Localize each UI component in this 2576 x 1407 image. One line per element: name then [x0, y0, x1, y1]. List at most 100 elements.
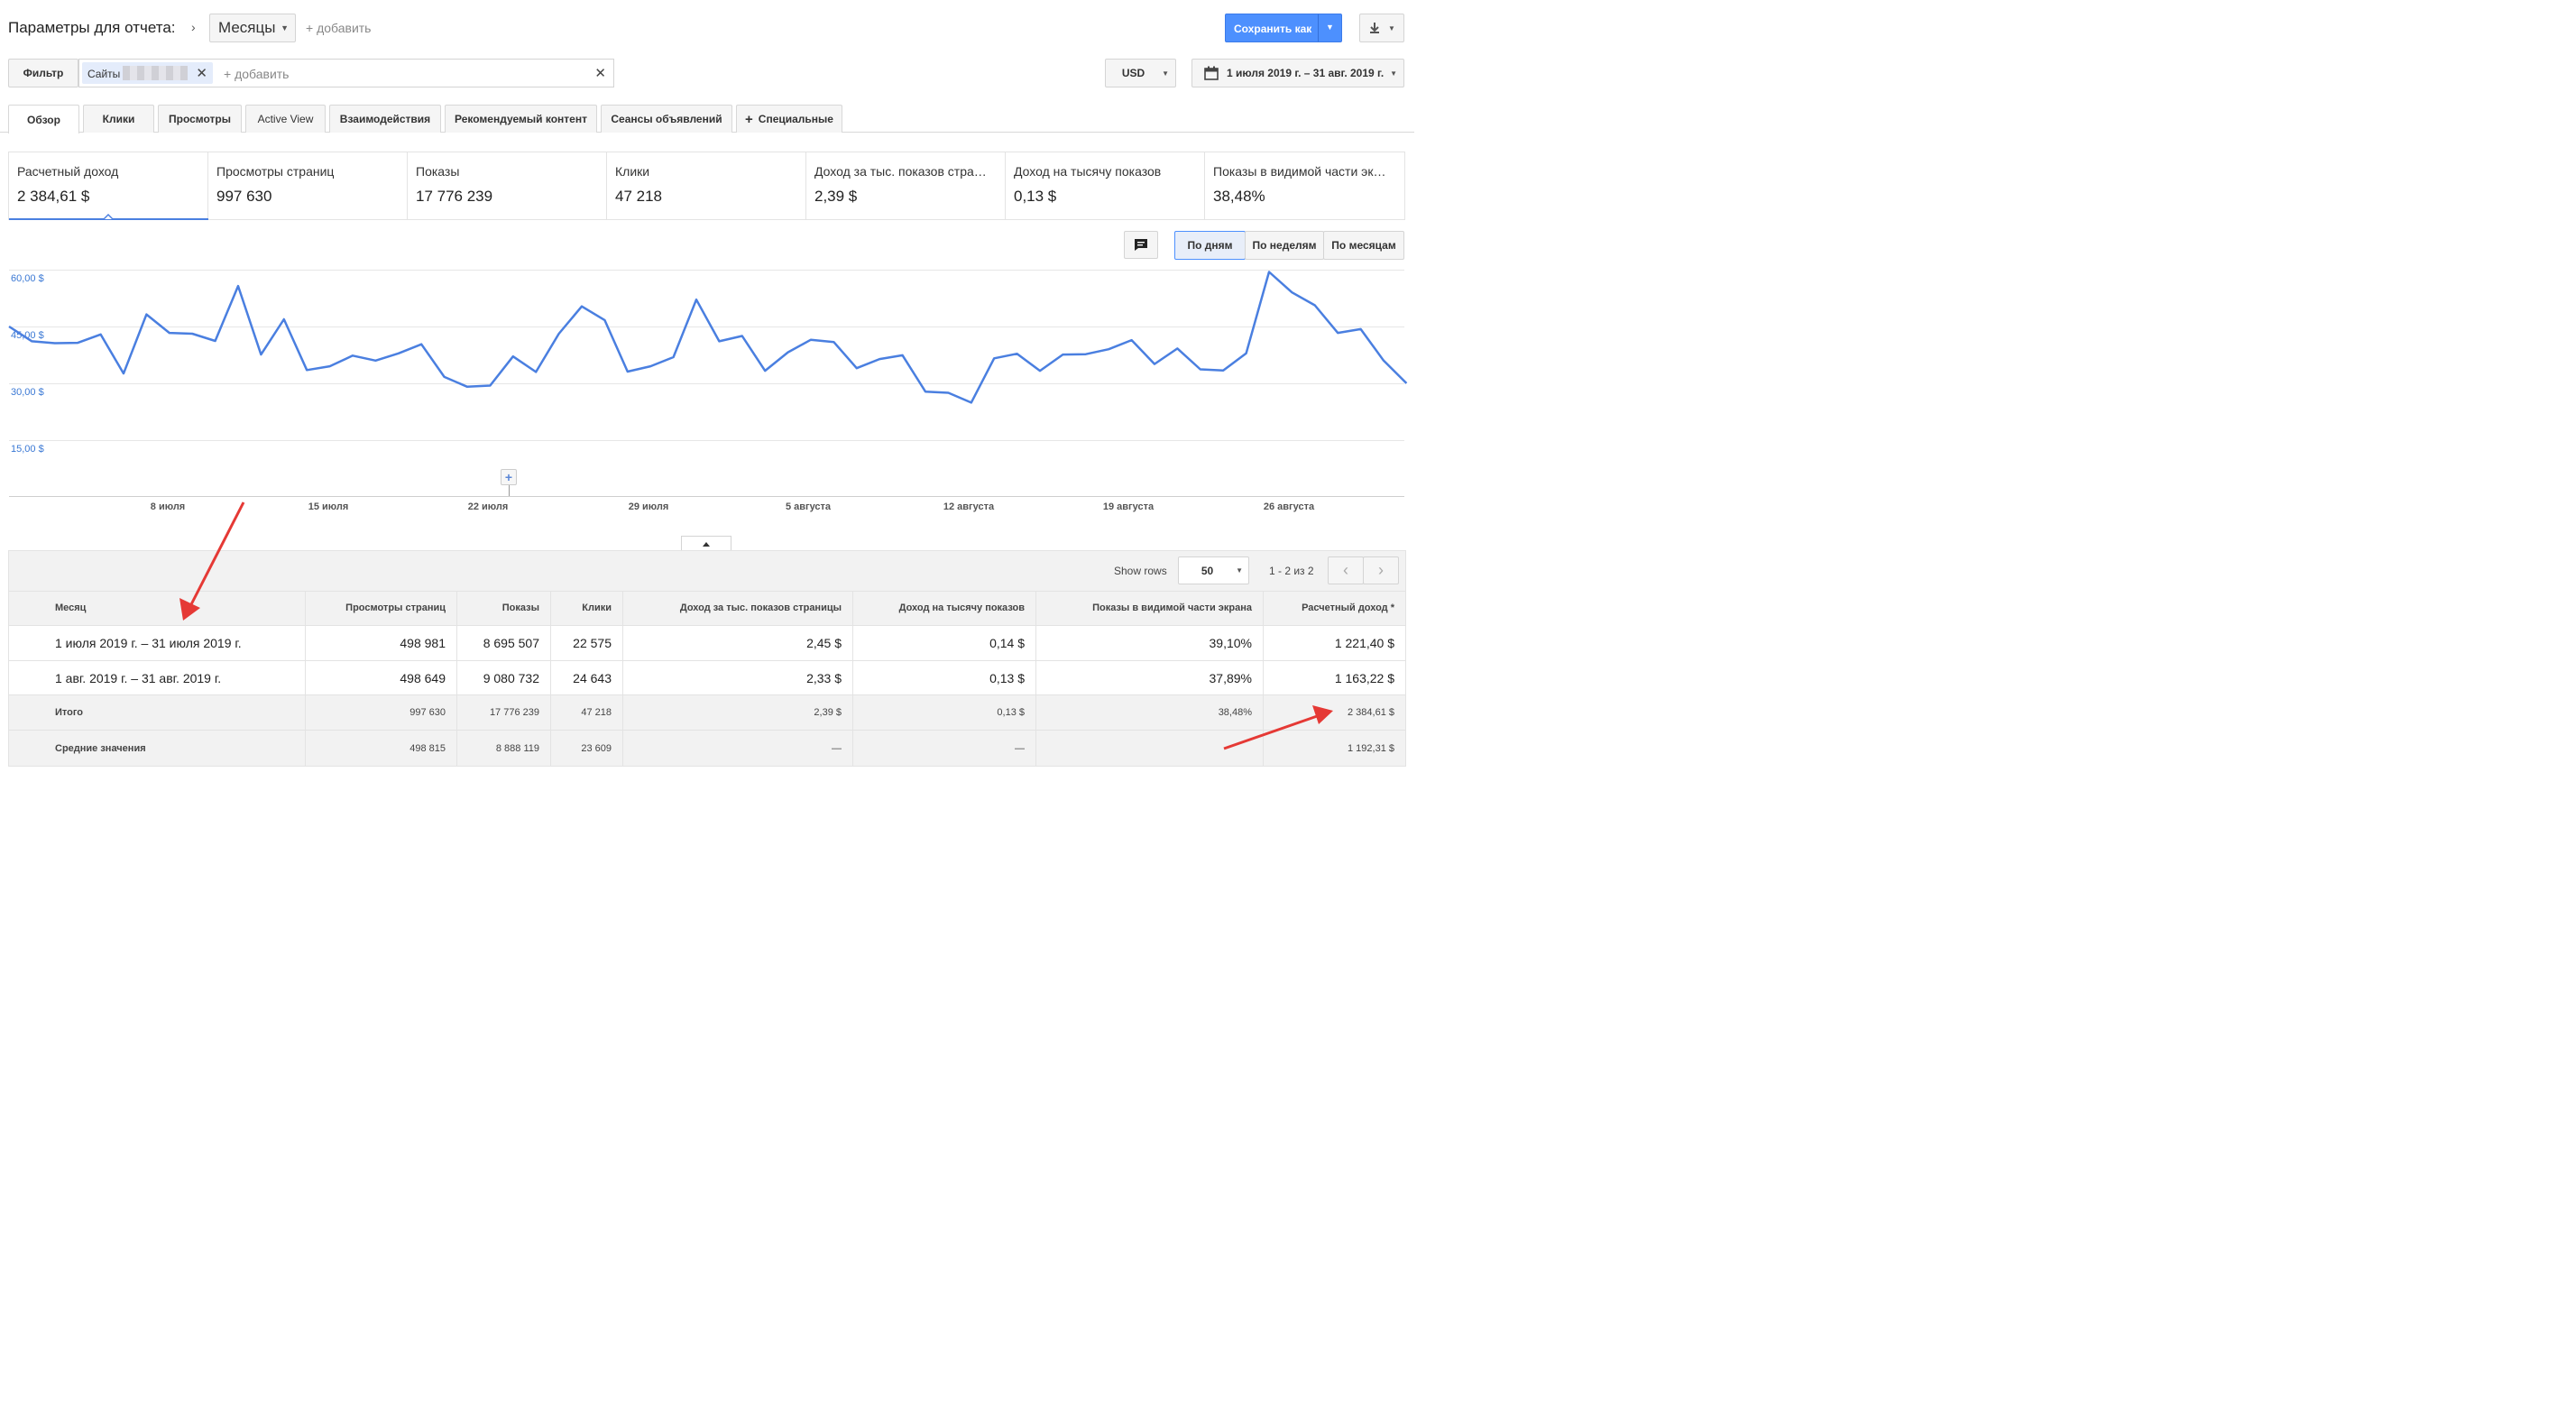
tab-custom-label: Специальные — [758, 113, 833, 125]
x-tick-label: 26 августа — [1263, 501, 1315, 512]
col-header-clicks[interactable]: Клики — [582, 602, 612, 613]
y-tick-label: 15,00 $ — [11, 444, 44, 455]
x-tick-label: 22 июля — [467, 501, 509, 512]
col-header-viewability[interactable]: Показы в видимой части экрана — [1092, 602, 1252, 613]
caret-up-icon — [703, 541, 710, 547]
cell-impressions: 8 888 119 — [495, 742, 539, 754]
col-header-estimated-earnings[interactable]: Расчетный доход * — [1302, 602, 1394, 613]
column-divider — [456, 591, 457, 766]
kpi-label: Показы — [416, 164, 460, 179]
dimension-label: Месяцы — [218, 19, 276, 36]
kpi-estimated-earnings[interactable]: Расчетный доход 2 384,61 $ — [9, 152, 208, 220]
close-icon[interactable]: ✕ — [196, 66, 207, 81]
cell-total-label: Итого — [55, 707, 84, 718]
col-header-impression-rpm[interactable]: Доход на тысячу показов — [898, 602, 1025, 613]
tab-interactions[interactable]: Взаимодействия — [329, 105, 441, 133]
save-as-button[interactable]: Сохранить как ▼ — [1225, 14, 1342, 42]
kpi-label: Клики — [615, 164, 650, 179]
col-header-month[interactable]: Месяц — [55, 602, 87, 613]
chart-x-axis — [9, 496, 1404, 497]
date-range-label: 1 июля 2019 г. – 31 авг. 2019 г. — [1227, 67, 1385, 79]
calendar-icon — [1204, 66, 1219, 80]
add-dimension-link[interactable]: + добавить — [306, 21, 372, 35]
caret-down-icon: ▼ — [1390, 69, 1397, 78]
table-row[interactable]: 1 июля 2019 г. – 31 июля 2019 г. 498 981… — [9, 625, 1405, 660]
currency-dropdown[interactable]: USD ▼ — [1105, 59, 1176, 87]
kpi-value: 47 218 — [615, 188, 662, 205]
filter-chip-label: Сайты — [87, 68, 121, 80]
filter-bar[interactable]: Сайты ✕ + добавить ✕ — [78, 59, 614, 87]
caret-up-inner — [105, 216, 112, 219]
kpi-selected-underline — [9, 218, 208, 220]
rows-per-page-dropdown[interactable]: 50 ▼ — [1178, 556, 1249, 584]
x-tick-label: 8 июля — [150, 501, 186, 512]
column-divider — [1035, 591, 1036, 766]
column-divider — [1263, 591, 1264, 766]
next-page-button[interactable]: › — [1363, 556, 1399, 584]
filter-chip[interactable]: Сайты ✕ — [82, 62, 213, 84]
caret-down-icon: ▼ — [281, 23, 289, 32]
show-rows-label: Show rows — [1114, 565, 1167, 577]
col-header-page-rpm[interactable]: Доход за тыс. показов страницы — [679, 602, 842, 613]
page-title: Параметры для отчета: — [8, 19, 176, 36]
collapse-chart-toggle[interactable] — [681, 536, 731, 551]
annotation-arrows — [179, 501, 1333, 750]
kpi-impressions[interactable]: Показы 17 776 239 — [408, 152, 607, 219]
granularity-day-button[interactable]: По дням — [1174, 231, 1246, 260]
download-button[interactable]: ▼ — [1359, 14, 1404, 42]
tab-recommended-content[interactable]: Рекомендуемый контент — [445, 105, 597, 133]
kpi-value: 2 384,61 $ — [17, 188, 90, 205]
cell-page-views: 498 815 — [409, 742, 446, 754]
tab-custom[interactable]: + Специальные — [736, 105, 842, 133]
cell-impressions: 9 080 732 — [483, 670, 539, 685]
table-average-row: Средние значения 498 815 8 888 119 23 60… — [9, 730, 1405, 766]
chevron-left-icon: ‹ — [1343, 561, 1348, 579]
y-tick-label: 60,00 $ — [11, 273, 44, 284]
earnings-line-chart[interactable] — [0, 0, 1414, 541]
caret-down-icon: ▼ — [1236, 566, 1243, 575]
table-toolbar — [9, 551, 1405, 591]
annotation-button[interactable] — [1124, 231, 1158, 259]
col-header-impressions[interactable]: Показы — [501, 602, 539, 613]
blurred-value — [123, 66, 188, 80]
dimension-dropdown[interactable]: Месяцы ▼ — [209, 14, 296, 42]
kpi-impression-rpm[interactable]: Доход на тысячу показов 0,13 $ — [1006, 152, 1205, 219]
caret-down-icon: ▼ — [1388, 23, 1395, 32]
chevron-right-icon: › — [1378, 561, 1384, 579]
cell-impressions: 8 695 507 — [483, 636, 539, 650]
granularity-month-button[interactable]: По месяцам — [1323, 231, 1404, 260]
chart-gridline — [9, 326, 1404, 327]
kpi-page-views[interactable]: Просмотры страниц 997 630 — [208, 152, 408, 219]
cell-page-rpm: 2,39 $ — [814, 707, 842, 718]
tab-views[interactable]: Просмотры — [158, 105, 242, 133]
cell-clicks: 23 609 — [581, 742, 612, 754]
y-tick-label: 30,00 $ — [11, 387, 44, 398]
kpi-strip — [8, 152, 1405, 220]
clear-filter-icon[interactable]: ✕ — [594, 66, 606, 81]
tab-clicks[interactable]: Клики — [83, 105, 154, 133]
kpi-active-view-viewable[interactable]: Показы в видимой части эк… 38,48% — [1205, 152, 1404, 219]
kpi-label: Доход на тысячу показов — [1014, 164, 1162, 179]
pagination-label: 1 - 2 из 2 — [1269, 565, 1314, 577]
date-range-picker[interactable]: 1 июля 2019 г. – 31 авг. 2019 г. ▼ — [1191, 59, 1404, 87]
x-tick-label: 29 июля — [628, 501, 669, 512]
table-row[interactable]: 1 авг. 2019 г. – 31 авг. 2019 г. 498 649… — [9, 660, 1405, 694]
caret-down-icon[interactable]: ▼ — [1326, 23, 1334, 32]
add-annotation-button[interactable]: + — [501, 469, 517, 485]
kpi-page-rpm[interactable]: Доход за тыс. показов стра… 2,39 $ — [806, 152, 1006, 219]
col-header-page-views[interactable]: Просмотры страниц — [345, 602, 446, 613]
tab-ad-sessions[interactable]: Сеансы объявлений — [601, 105, 732, 133]
cell-impression-rpm: — — [1015, 742, 1025, 754]
tab-overview[interactable]: Обзор — [8, 105, 79, 133]
x-tick-label: 5 августа — [785, 501, 832, 512]
kpi-value: 0,13 $ — [1014, 188, 1057, 205]
filter-button[interactable]: Фильтр — [8, 59, 78, 87]
cell-page-rpm: 2,33 $ — [806, 670, 842, 685]
x-tick-label: 19 августа — [1102, 501, 1155, 512]
kpi-clicks[interactable]: Клики 47 218 — [607, 152, 806, 219]
filter-add-placeholder[interactable]: + добавить — [224, 67, 290, 81]
granularity-week-button[interactable]: По неделям — [1245, 231, 1324, 260]
cell-page-views: 997 630 — [409, 707, 446, 718]
caret-down-icon: ▼ — [1162, 69, 1169, 78]
tab-active-view[interactable]: Active View — [245, 105, 326, 133]
